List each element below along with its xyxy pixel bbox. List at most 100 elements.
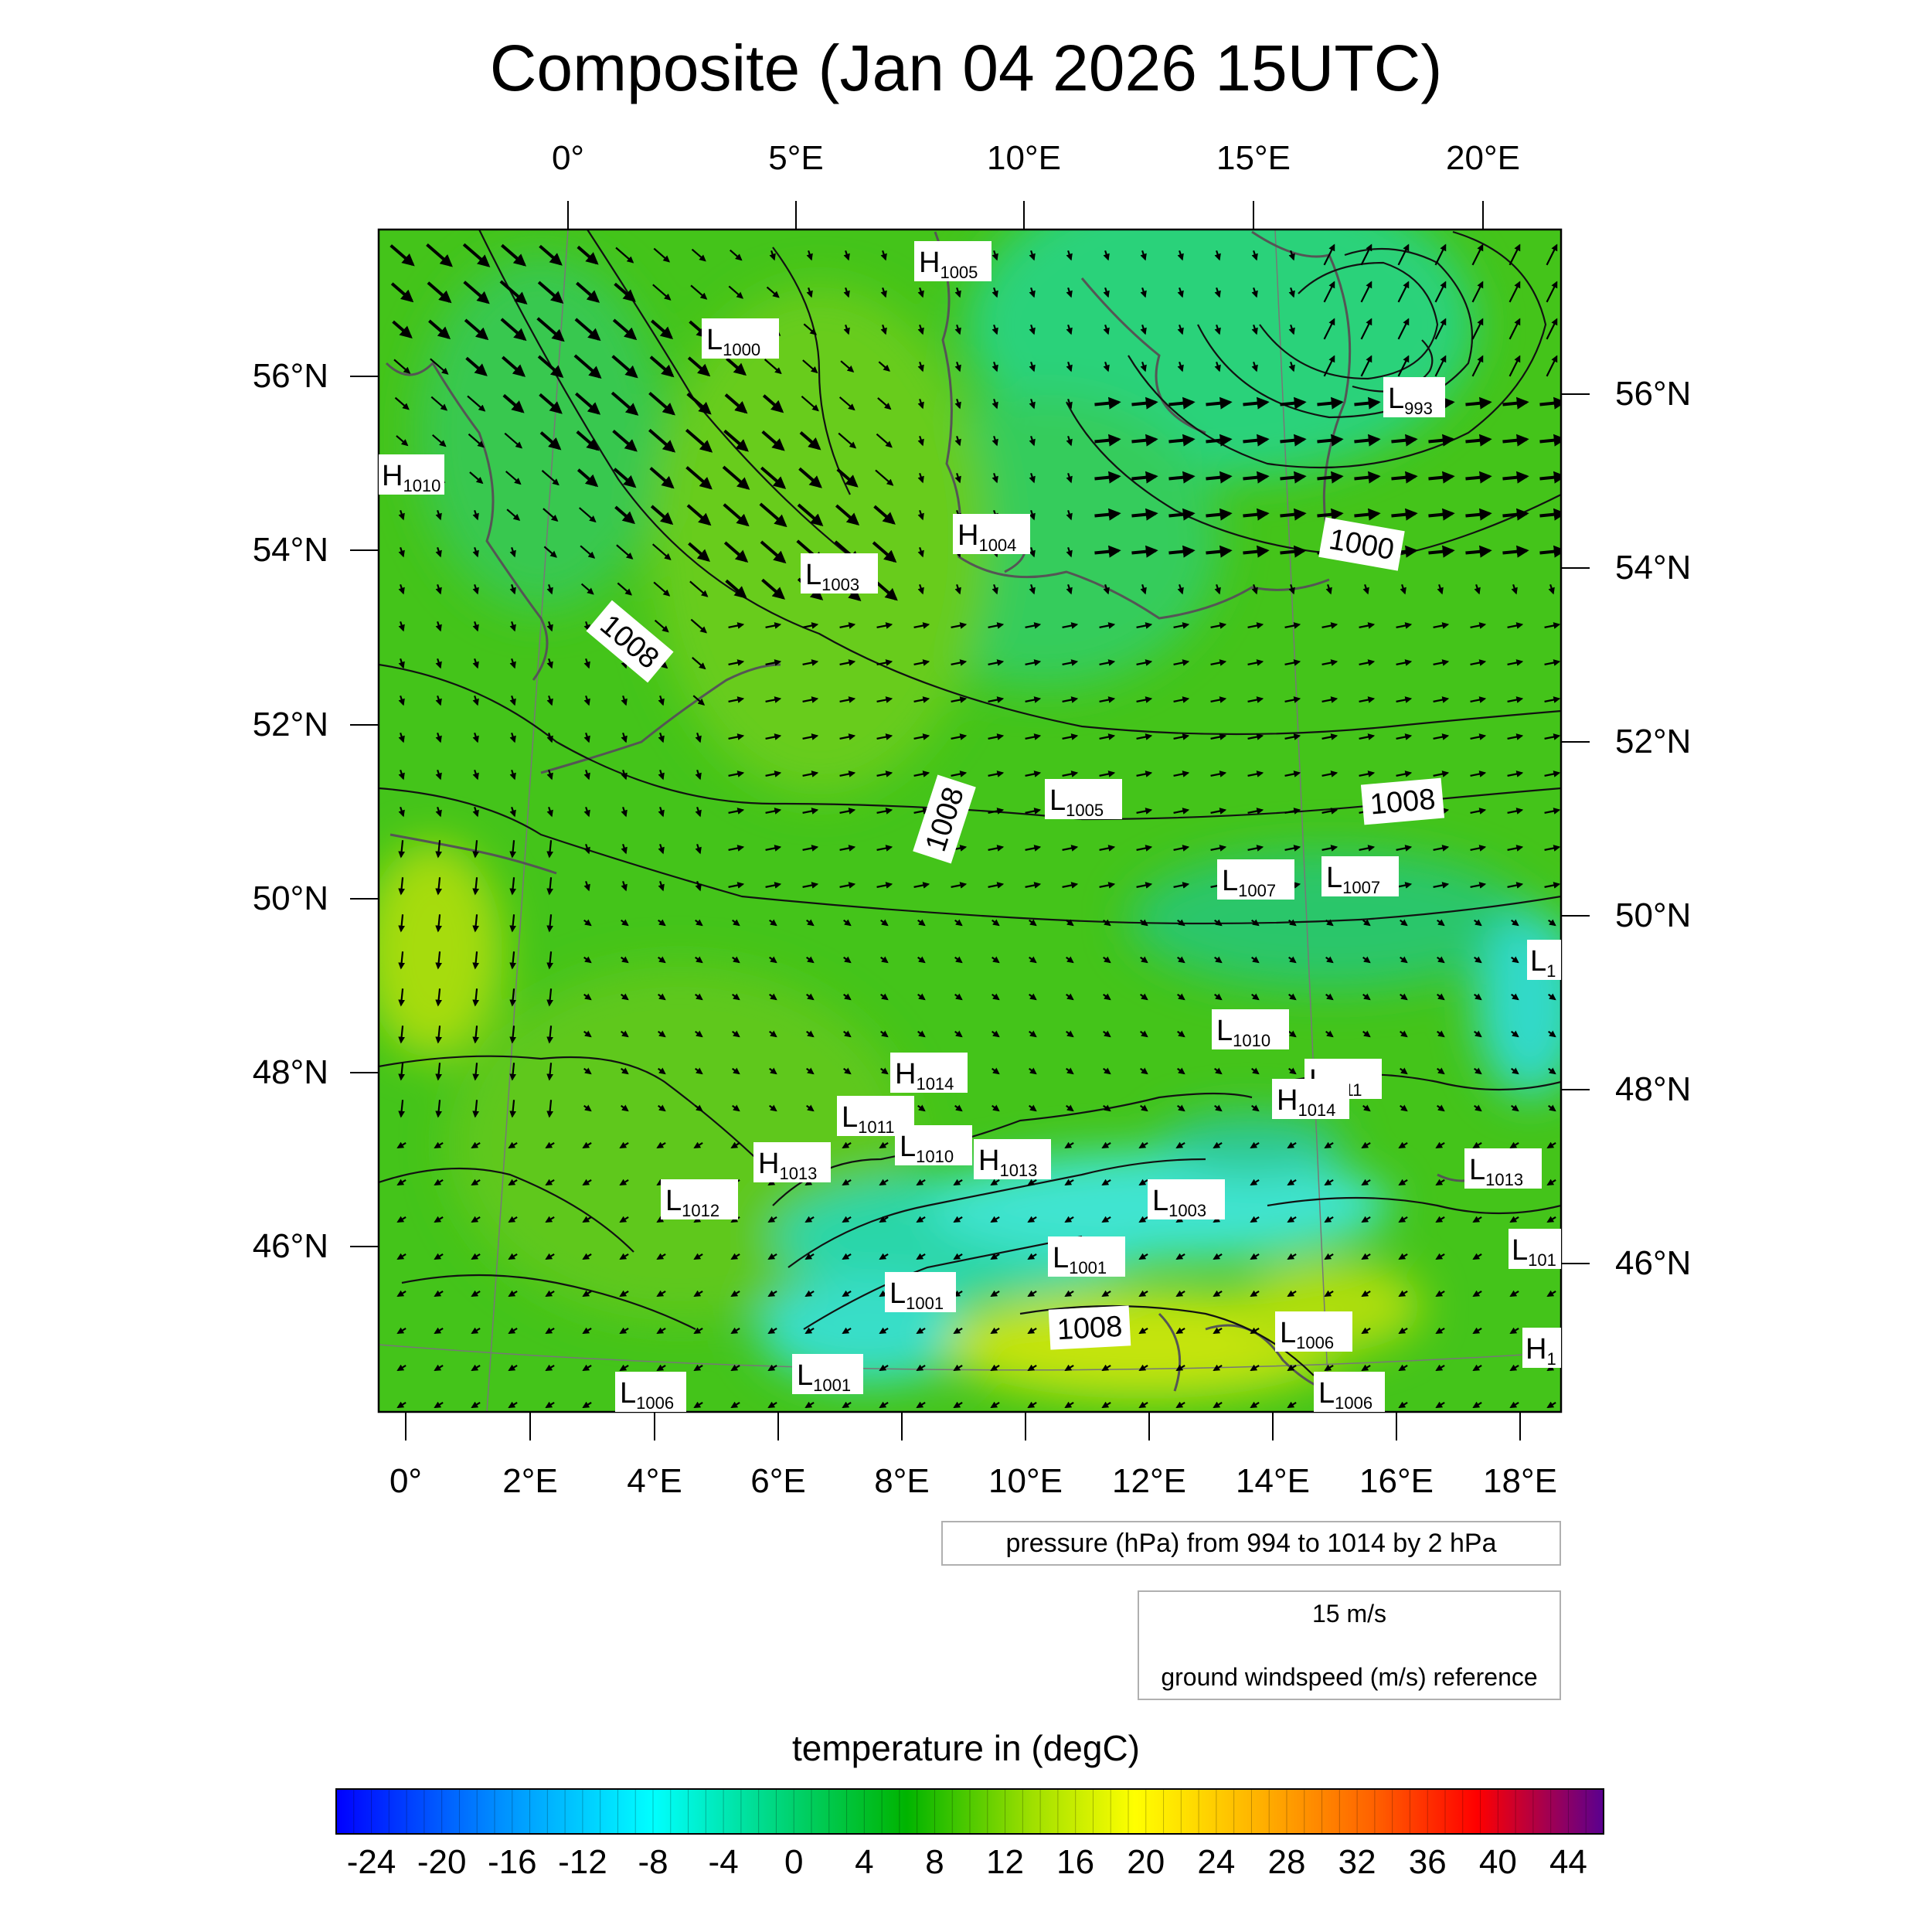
bottom-lon-label: 14°E: [1236, 1462, 1310, 1500]
wind-vectors: [389, 243, 1561, 1409]
pressure-center: L1011: [837, 1096, 914, 1137]
wind-vector: [917, 509, 924, 521]
svg-text:H1: H1: [1526, 1333, 1556, 1369]
wind-vector: [1400, 583, 1406, 595]
wind-vector: [803, 323, 818, 335]
wind-vector: [992, 583, 998, 595]
wind-vector: [1094, 545, 1121, 558]
wind-vector: [434, 1327, 444, 1335]
wind-vector: [1138, 1364, 1148, 1372]
wind-vector: [1175, 1290, 1185, 1298]
wind-vector: [1548, 1030, 1556, 1038]
wind-vector: [434, 1290, 444, 1298]
wind-vector: [1103, 324, 1110, 335]
wind-vector: [658, 919, 666, 927]
wind-vector: [988, 845, 1005, 852]
wind-vector: [695, 1067, 703, 1075]
wind-vector: [1324, 1364, 1334, 1372]
tick-marks: [350, 201, 1590, 1440]
wind-vector: [1099, 845, 1116, 852]
wind-vector: [1435, 1179, 1445, 1186]
svg-text:L1006: L1006: [1318, 1377, 1372, 1413]
wind-vector: [843, 1030, 852, 1038]
wind-vector: [396, 1290, 406, 1298]
wind-vector: [1284, 733, 1301, 740]
wind-vector: [804, 1401, 815, 1409]
wind-vector: [502, 393, 525, 413]
wind-vector: [1398, 1216, 1408, 1223]
wind-vector: [1066, 250, 1073, 261]
wind-vector: [1177, 324, 1184, 335]
wind-vector: [621, 732, 628, 743]
wind-vector: [1140, 583, 1147, 595]
wind-vector: [1323, 318, 1335, 340]
right-lat-label: 54°N: [1615, 549, 1692, 587]
wind-vector: [1140, 1067, 1148, 1075]
wind-vector: [582, 1327, 592, 1335]
wind-vector: [767, 1327, 777, 1335]
wind-vector: [1175, 1253, 1185, 1260]
wind-vector: [1099, 770, 1116, 777]
wind-vector: [472, 621, 479, 632]
wind-vector: [1288, 956, 1297, 964]
wind-vector: [1398, 1364, 1408, 1372]
wind-vector: [1140, 250, 1147, 261]
wind-vector: [695, 993, 703, 1001]
top-lon-label: 0°: [551, 139, 585, 177]
wind-vector: [546, 732, 553, 743]
wind-vector: [685, 428, 713, 453]
wind-vector: [1243, 396, 1270, 410]
pressure-center: L1001: [885, 1272, 956, 1313]
wind-vector: [509, 1026, 517, 1044]
wind-vector: [472, 914, 480, 933]
wind-vector: [613, 468, 637, 488]
pressure-center: L1012: [661, 1179, 738, 1220]
wind-vector: [1400, 993, 1408, 1001]
wind-vector: [880, 287, 887, 298]
wind-vector: [1213, 1364, 1223, 1372]
pressure-center: H1014: [1272, 1079, 1349, 1120]
wind-vector: [1465, 471, 1492, 484]
wind-vector: [913, 659, 930, 666]
wind-vector: [1251, 956, 1260, 964]
wind-vector: [917, 1104, 926, 1112]
pressure-centers: H1005 L1000 H1010 H1004 L1003 L993 L1005…: [379, 241, 1561, 1413]
wind-vector: [1062, 733, 1079, 740]
wind-vector: [880, 956, 889, 964]
bottom-lon-label: 16°E: [1359, 1462, 1434, 1500]
wind-vector: [1131, 396, 1158, 410]
wind-vector: [1025, 733, 1042, 740]
wind-vector: [509, 769, 516, 781]
left-lat-label: 50°N: [252, 879, 328, 917]
wind-vector: [916, 1216, 926, 1223]
wind-vector: [1177, 919, 1185, 927]
wind-vector: [692, 695, 706, 706]
wind-vector: [1471, 281, 1484, 303]
wind-vector: [1103, 1030, 1111, 1038]
wind-vector: [802, 882, 819, 889]
wind-vector: [1398, 1253, 1408, 1260]
bottom-lon-label: 8°E: [874, 1462, 930, 1500]
wind-vector: [1321, 622, 1338, 629]
wind-vector: [1470, 882, 1487, 889]
wind-vector: [951, 733, 968, 740]
wind-vector: [1548, 919, 1556, 927]
wind-vector: [843, 250, 850, 261]
wind-vector: [765, 622, 782, 629]
wind-vector: [723, 503, 750, 527]
wind-vector: [690, 284, 708, 300]
wind-vector: [1354, 471, 1381, 484]
wind-vector: [839, 659, 856, 666]
wind-vector: [434, 1253, 444, 1260]
left-lat-label: 56°N: [252, 357, 328, 395]
wind-vector: [1396, 770, 1413, 777]
wind-vector: [1288, 919, 1297, 927]
wind-vector: [992, 250, 998, 261]
wind-vector: [769, 993, 777, 1001]
wind-vector: [953, 1216, 963, 1223]
wind-vector: [435, 840, 443, 859]
wind-vector: [435, 769, 442, 781]
wind-vector: [1354, 396, 1381, 410]
wind-vector: [396, 1401, 406, 1409]
wind-vector: [1397, 318, 1410, 340]
